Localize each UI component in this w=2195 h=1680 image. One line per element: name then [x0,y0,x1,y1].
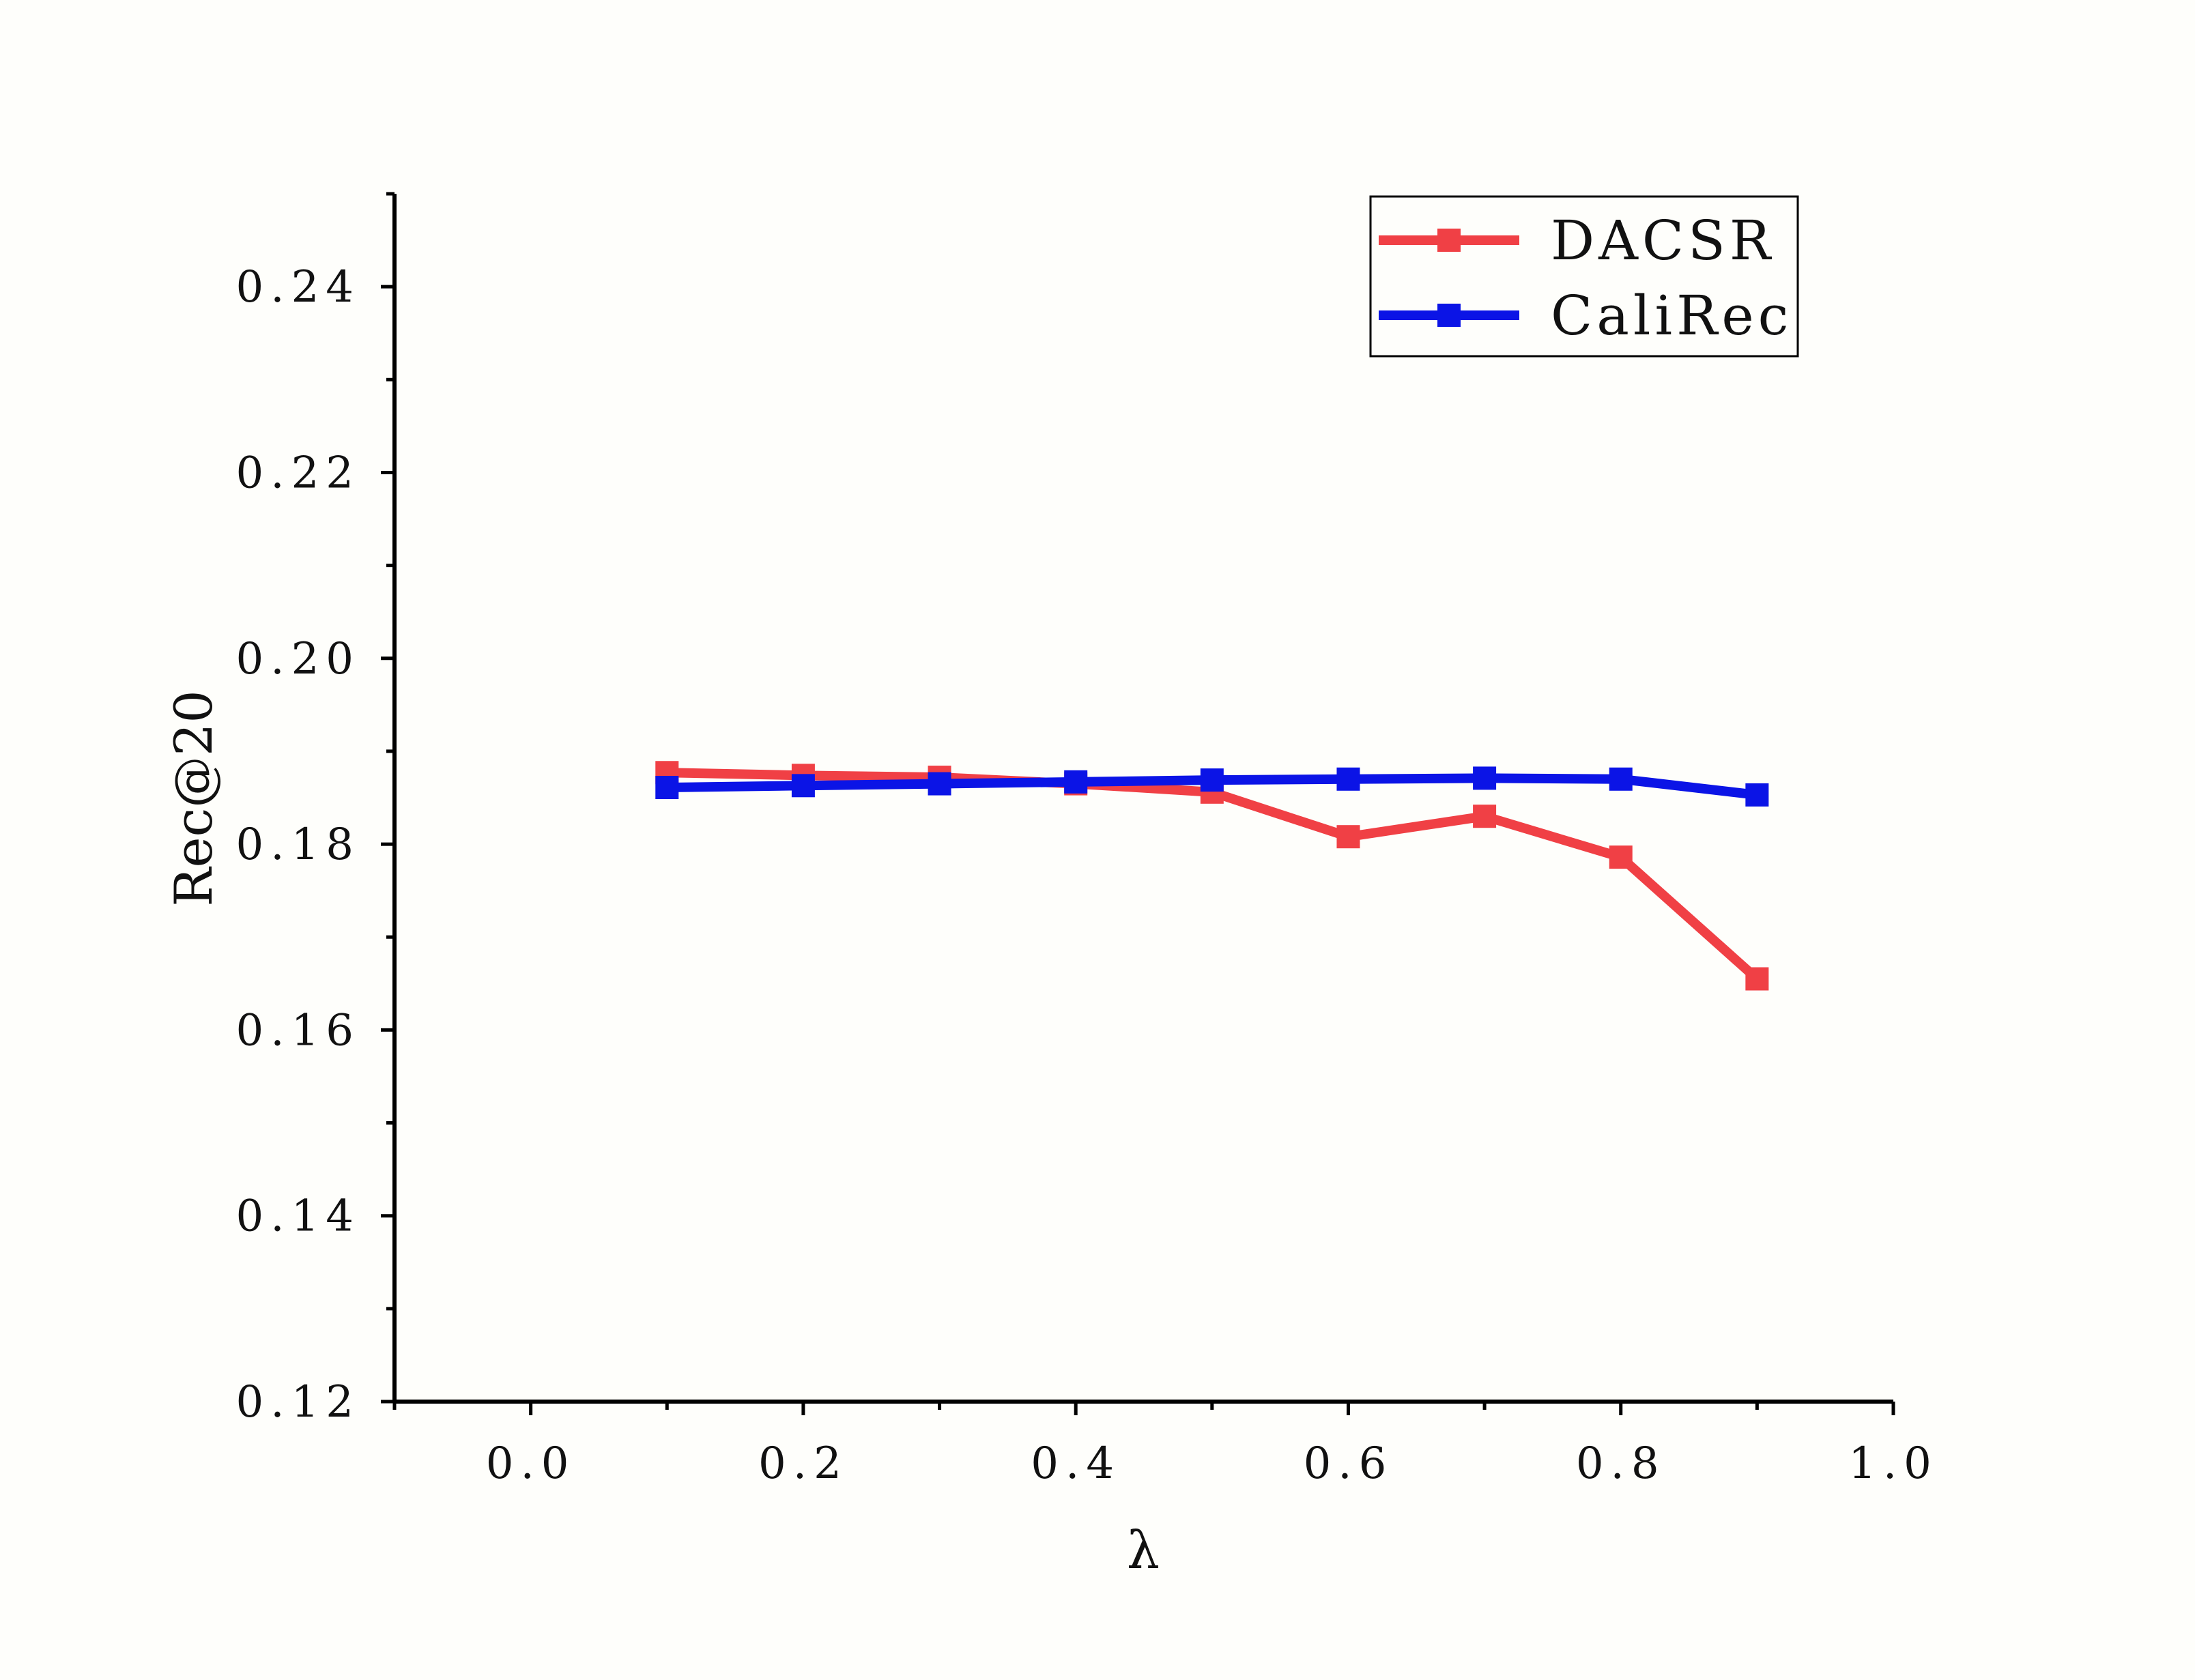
legend-marker-calirec [1437,304,1461,327]
data-point-calirec [1473,766,1497,790]
x-tick-label: 0.2 [758,1438,848,1489]
x-tick-label: 0.0 [486,1438,576,1489]
y-tick-label: 0.24 [236,262,361,313]
y-tick-label: 0.14 [236,1191,361,1242]
x-tick-label: 0.6 [1304,1438,1394,1489]
data-point-dacsr [1745,967,1769,991]
x-tick-label: 0.8 [1576,1438,1666,1489]
data-point-calirec [655,776,679,800]
legend-label-dacsr: DACSR [1551,209,1775,272]
y-tick-label: 0.12 [236,1377,361,1428]
x-axis-title: λ [1127,1520,1160,1580]
axes: 0.12 0.14 0.16 0.18 0.20 0.22 0.24 0.0 0.2 0.4 0.6… [236,192,1938,1489]
legend-box [1369,195,1799,358]
data-point-calirec [1609,767,1633,791]
data-point-dacsr [1609,845,1633,869]
data-point-dacsr [1473,805,1497,828]
data-point-calirec [791,774,815,798]
data-point-dacsr [1336,825,1360,849]
plot-area [655,761,1769,991]
x-tick-label: 0.4 [1031,1438,1121,1489]
y-tick-label: 0.20 [236,634,361,684]
y-tick-label: 0.22 [236,448,361,498]
data-point-calirec [1200,768,1224,792]
y-tick-label: 0.18 [236,820,361,870]
data-point-calirec [1064,770,1088,794]
legend: DACSR CaliRec [1369,195,1799,358]
y-axis-title: Rec@20 [163,690,224,906]
data-point-calirec [928,772,951,796]
legend-label-calirec: CaliRec [1551,284,1792,347]
y-tick-label: 0.16 [236,1005,361,1056]
data-point-calirec [1336,767,1360,791]
x-tick-label: 1.0 [1848,1438,1938,1489]
legend-marker-dacsr [1437,229,1461,252]
data-point-calirec [1745,783,1769,807]
